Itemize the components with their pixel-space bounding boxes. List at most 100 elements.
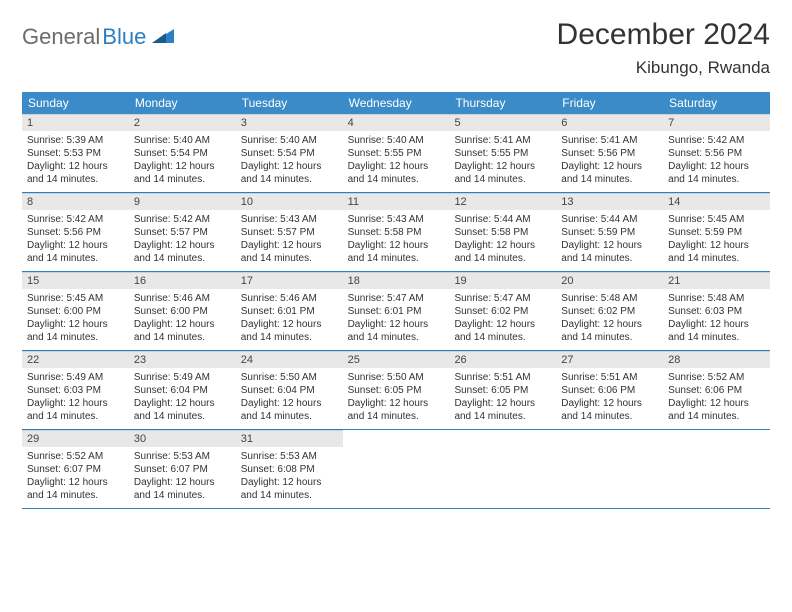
day-cell: 15Sunrise: 5:45 AMSunset: 6:00 PMDayligh… (22, 272, 129, 350)
sunrise-line: Sunrise: 5:44 AM (561, 213, 658, 226)
day-cell: 12Sunrise: 5:44 AMSunset: 5:58 PMDayligh… (449, 193, 556, 271)
sunset-line: Sunset: 5:58 PM (454, 226, 551, 239)
day-cell (556, 430, 663, 508)
sunrise-line: Sunrise: 5:52 AM (27, 450, 124, 463)
day-number: 29 (22, 430, 129, 447)
day-cell: 2Sunrise: 5:40 AMSunset: 5:54 PMDaylight… (129, 114, 236, 192)
sunrise-line: Sunrise: 5:47 AM (348, 292, 445, 305)
sunset-line: Sunset: 5:57 PM (134, 226, 231, 239)
sunrise-line: Sunrise: 5:48 AM (668, 292, 765, 305)
day-body: Sunrise: 5:41 AMSunset: 5:55 PMDaylight:… (449, 131, 556, 192)
day-cell: 29Sunrise: 5:52 AMSunset: 6:07 PMDayligh… (22, 430, 129, 508)
day-number: 5 (449, 114, 556, 131)
sunset-line: Sunset: 6:03 PM (27, 384, 124, 397)
day-body: Sunrise: 5:51 AMSunset: 6:06 PMDaylight:… (556, 368, 663, 429)
daylight-line: Daylight: 12 hours and 14 minutes. (561, 239, 658, 265)
day-body: Sunrise: 5:47 AMSunset: 6:02 PMDaylight:… (449, 289, 556, 350)
sunrise-line: Sunrise: 5:51 AM (454, 371, 551, 384)
day-number: 23 (129, 351, 236, 368)
daylight-line: Daylight: 12 hours and 14 minutes. (241, 160, 338, 186)
day-body: Sunrise: 5:43 AMSunset: 5:58 PMDaylight:… (343, 210, 450, 271)
day-number: 9 (129, 193, 236, 210)
week-row: 22Sunrise: 5:49 AMSunset: 6:03 PMDayligh… (22, 351, 770, 430)
sunset-line: Sunset: 5:54 PM (241, 147, 338, 160)
daylight-line: Daylight: 12 hours and 14 minutes. (27, 397, 124, 423)
sunset-line: Sunset: 5:57 PM (241, 226, 338, 239)
daylight-line: Daylight: 12 hours and 14 minutes. (348, 160, 445, 186)
day-cell: 10Sunrise: 5:43 AMSunset: 5:57 PMDayligh… (236, 193, 343, 271)
sunrise-line: Sunrise: 5:39 AM (27, 134, 124, 147)
sunset-line: Sunset: 6:01 PM (241, 305, 338, 318)
daylight-line: Daylight: 12 hours and 14 minutes. (27, 160, 124, 186)
sunset-line: Sunset: 6:00 PM (27, 305, 124, 318)
weeks-container: 1Sunrise: 5:39 AMSunset: 5:53 PMDaylight… (22, 114, 770, 509)
day-number: 25 (343, 351, 450, 368)
day-number: 7 (663, 114, 770, 131)
week-row: 8Sunrise: 5:42 AMSunset: 5:56 PMDaylight… (22, 193, 770, 272)
day-cell: 21 Sunrise: 5:48 AMSunset: 6:03 PMDayligh… (663, 272, 770, 350)
day-body: Sunrise: 5:46 AMSunset: 6:00 PMDaylight:… (129, 289, 236, 350)
day-number: 15 (22, 272, 129, 289)
daylight-line: Daylight: 12 hours and 14 minutes. (454, 239, 551, 265)
page-header: General Blue December 2024 Kibungo, Rwan… (22, 18, 770, 78)
daylight-line: Daylight: 12 hours and 14 minutes. (348, 318, 445, 344)
sunrise-line: Sunrise: 5:45 AM (27, 292, 124, 305)
sunrise-line: Sunrise: 5:42 AM (668, 134, 765, 147)
sunset-line: Sunset: 6:06 PM (561, 384, 658, 397)
day-body: Sunrise: 5:40 AMSunset: 5:54 PMDaylight:… (236, 131, 343, 192)
day-number: 20 (556, 272, 663, 289)
daylight-line: Daylight: 12 hours and 14 minutes. (134, 160, 231, 186)
sunrise-line: Sunrise: 5:40 AM (241, 134, 338, 147)
day-cell: 28Sunrise: 5:52 AMSunset: 6:06 PMDayligh… (663, 351, 770, 429)
day-body: Sunrise: 5:52 AMSunset: 6:06 PMDaylight:… (663, 368, 770, 429)
sunrise-line: Sunrise: 5:41 AM (561, 134, 658, 147)
sunrise-line: Sunrise: 5:45 AM (668, 213, 765, 226)
logo-text-general: General (22, 24, 100, 50)
sunset-line: Sunset: 6:03 PM (668, 305, 765, 318)
day-number: 4 (343, 114, 450, 131)
day-number: 10 (236, 193, 343, 210)
daylight-line: Daylight: 12 hours and 14 minutes. (241, 239, 338, 265)
logo: General Blue (22, 24, 174, 50)
day-cell: 30Sunrise: 5:53 AMSunset: 6:07 PMDayligh… (129, 430, 236, 508)
sunset-line: Sunset: 5:56 PM (668, 147, 765, 160)
day-number: 13 (556, 193, 663, 210)
day-number: 21 (663, 272, 770, 289)
day-body: Sunrise: 5:46 AMSunset: 6:01 PMDaylight:… (236, 289, 343, 350)
daylight-line: Daylight: 12 hours and 14 minutes. (27, 239, 124, 265)
month-title: December 2024 (557, 18, 770, 52)
sunrise-line: Sunrise: 5:41 AM (454, 134, 551, 147)
day-number: 18 (343, 272, 450, 289)
daylight-line: Daylight: 12 hours and 14 minutes. (668, 318, 765, 344)
day-body: Sunrise: 5:42 AMSunset: 5:56 PMDaylight:… (663, 131, 770, 192)
sunset-line: Sunset: 6:08 PM (241, 463, 338, 476)
sunset-line: Sunset: 5:56 PM (27, 226, 124, 239)
day-cell (663, 430, 770, 508)
sunset-line: Sunset: 5:55 PM (454, 147, 551, 160)
daylight-line: Daylight: 12 hours and 14 minutes. (561, 160, 658, 186)
day-body: Sunrise: 5:47 AMSunset: 6:01 PMDaylight:… (343, 289, 450, 350)
weekday-header: Friday (556, 92, 663, 114)
daylight-line: Daylight: 12 hours and 14 minutes. (241, 476, 338, 502)
day-cell: 25Sunrise: 5:50 AMSunset: 6:05 PMDayligh… (343, 351, 450, 429)
sunset-line: Sunset: 5:53 PM (27, 147, 124, 160)
sunrise-line: Sunrise: 5:51 AM (561, 371, 658, 384)
day-cell: 18Sunrise: 5:47 AMSunset: 6:01 PMDayligh… (343, 272, 450, 350)
day-cell: 9Sunrise: 5:42 AMSunset: 5:57 PMDaylight… (129, 193, 236, 271)
daylight-line: Daylight: 12 hours and 14 minutes. (668, 239, 765, 265)
daylight-line: Daylight: 12 hours and 14 minutes. (454, 397, 551, 423)
day-body: Sunrise: 5:45 AMSunset: 5:59 PMDaylight:… (663, 210, 770, 271)
sunrise-line: Sunrise: 5:46 AM (134, 292, 231, 305)
day-cell: 11Sunrise: 5:43 AMSunset: 5:58 PMDayligh… (343, 193, 450, 271)
day-body: Sunrise: 5:49 AMSunset: 6:04 PMDaylight:… (129, 368, 236, 429)
daylight-line: Daylight: 12 hours and 14 minutes. (561, 397, 658, 423)
calendar-grid: SundayMondayTuesdayWednesdayThursdayFrid… (22, 92, 770, 509)
sunrise-line: Sunrise: 5:40 AM (348, 134, 445, 147)
week-row: 15 Sunrise: 5:45 AMSunset: 6:00 PM Dayligh… (22, 272, 770, 351)
day-number: 11 (343, 193, 450, 210)
sunset-line: Sunset: 6:07 PM (134, 463, 231, 476)
sunrise-line: Sunrise: 5:53 AM (241, 450, 338, 463)
day-number: 6 (556, 114, 663, 131)
day-body: Sunrise: 5:48 AMSunset: 6:02 PMDaylight:… (556, 289, 663, 350)
day-body: Sunrise: 5:49 AMSunset: 6:03 PMDaylight:… (22, 368, 129, 429)
